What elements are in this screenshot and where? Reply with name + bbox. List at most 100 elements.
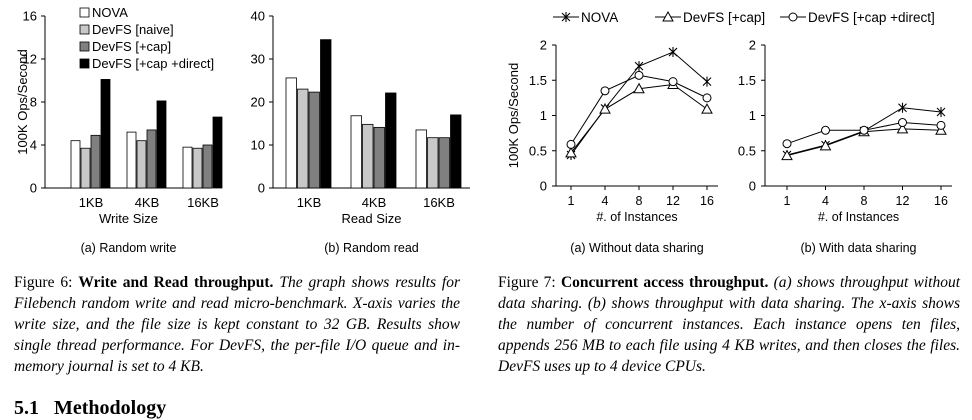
subcaption: (a) Without data sharing bbox=[570, 241, 703, 255]
bar-nova bbox=[70, 140, 81, 189]
y-tick-label: 12 bbox=[23, 52, 37, 67]
figure6-caption-title: Write and Read throughput. bbox=[78, 274, 274, 291]
bar-devfscapdirect bbox=[156, 100, 167, 189]
y-tick-label: 20 bbox=[251, 95, 265, 110]
marker-circle bbox=[859, 125, 869, 135]
x-tick-label: 4KB bbox=[135, 195, 160, 210]
figure6-caption-label: Figure 6: bbox=[14, 274, 73, 291]
bar-devfsnaive bbox=[192, 147, 203, 189]
x-tick-label: 16KB bbox=[423, 195, 455, 210]
x-tick-label: 1KB bbox=[79, 195, 104, 210]
bar-devfscapdirect bbox=[212, 116, 223, 189]
marker-circle bbox=[782, 139, 792, 149]
bar-devfscapdirect bbox=[385, 92, 397, 189]
bar-devfsnaive bbox=[427, 137, 439, 189]
x-tick-label: 1 bbox=[568, 194, 575, 208]
y-tick-label: 40 bbox=[251, 9, 265, 24]
bar-devfscap bbox=[308, 91, 320, 189]
y-tick-label: 10 bbox=[251, 138, 265, 153]
y-axis-label: 100K Ops/Second bbox=[506, 63, 521, 169]
x-tick-label: 16 bbox=[700, 194, 714, 208]
x-tick-label: 12 bbox=[896, 194, 910, 208]
x-tick-label: 16 bbox=[934, 194, 948, 208]
x-tick-label: 1KB bbox=[297, 195, 322, 210]
subcaption: (b) With data sharing bbox=[800, 241, 916, 255]
marker-triangle bbox=[819, 139, 832, 151]
bar-devfscap bbox=[202, 144, 213, 189]
figure6-caption-text: The graph shows results for Filebench ra… bbox=[14, 274, 461, 375]
bar-nova bbox=[126, 131, 137, 189]
marker-triangle bbox=[565, 146, 577, 158]
marker-circle bbox=[898, 118, 907, 128]
y-axis-label: 100K Ops/Second bbox=[15, 49, 30, 155]
x-tick-label: 8 bbox=[636, 194, 643, 208]
y-tick-label: 0 bbox=[30, 181, 37, 196]
marker-circle bbox=[566, 139, 576, 149]
x-tick-label: 12 bbox=[666, 194, 680, 208]
section-number: 5.1 bbox=[14, 397, 39, 419]
legend-label: NOVA bbox=[92, 5, 128, 20]
bar-devfscap bbox=[146, 129, 157, 189]
y-tick-label: 1 bbox=[749, 108, 756, 123]
legend-label: DevFS [naive] bbox=[92, 22, 174, 37]
x-tick-label: 4 bbox=[822, 194, 829, 208]
y-tick-label: 8 bbox=[30, 95, 37, 110]
figure7-caption-label: Figure 7: bbox=[498, 274, 556, 291]
bar-devfscapdirect bbox=[450, 114, 462, 189]
bar-devfscap bbox=[438, 137, 450, 189]
section-title: Methodology bbox=[54, 397, 167, 419]
x-tick-label: 4 bbox=[602, 194, 609, 208]
subcaption: (b) Random read bbox=[324, 241, 419, 255]
bar-nova bbox=[415, 129, 427, 189]
legend-label: DevFS [+cap +direct] bbox=[808, 10, 935, 25]
x-tick-label: 8 bbox=[861, 194, 868, 208]
y-tick-label: 30 bbox=[251, 52, 265, 67]
marker-circle bbox=[668, 77, 678, 87]
marker-star bbox=[668, 47, 678, 58]
x-axis-label: Write Size bbox=[99, 211, 158, 226]
legend-swatch bbox=[79, 41, 90, 52]
figure7-caption-title: Concurrent access throughput. bbox=[560, 274, 769, 291]
legend-label: DevFS [+cap +direct] bbox=[92, 56, 214, 71]
y-tick-label: 1 bbox=[540, 108, 547, 123]
bar-devfsnaive bbox=[297, 88, 309, 189]
x-axis-label: Read Size bbox=[342, 211, 402, 226]
marker-triangle bbox=[599, 103, 611, 114]
figure6-caption: Figure 6: Write and Read throughput. The… bbox=[14, 272, 460, 377]
y-tick-label: 0 bbox=[540, 179, 547, 194]
bar-devfscapdirect bbox=[320, 39, 332, 189]
bar-devfscap bbox=[90, 134, 101, 189]
legend-label: DevFS [+cap] bbox=[683, 10, 765, 25]
marker-triangle bbox=[896, 122, 909, 134]
x-tick-label: 4KB bbox=[362, 195, 387, 210]
marker-circle bbox=[702, 93, 712, 103]
legend-swatch bbox=[79, 58, 90, 69]
x-axis-label: #. of Instances bbox=[818, 210, 899, 224]
section-heading: 5.1 Methodology bbox=[14, 396, 166, 420]
y-tick-label: 1.5 bbox=[738, 73, 756, 88]
figure7-caption: Figure 7: Concurrent access throughput. … bbox=[498, 272, 960, 377]
marker-triangle bbox=[781, 149, 793, 161]
marker-triangle bbox=[701, 103, 713, 114]
marker-circle bbox=[936, 120, 946, 130]
y-tick-label: 16 bbox=[23, 9, 37, 24]
subcaption: (a) Random write bbox=[81, 241, 177, 255]
marker-star bbox=[561, 12, 571, 22]
y-tick-label: 0.5 bbox=[738, 143, 756, 158]
marker-circle bbox=[821, 125, 830, 135]
legend-label: NOVA bbox=[581, 10, 618, 25]
marker-triangle bbox=[662, 10, 674, 22]
legend-swatch bbox=[79, 7, 90, 18]
bar-devfscap bbox=[373, 126, 385, 189]
marker-circle bbox=[788, 12, 798, 22]
marker-circle bbox=[600, 86, 610, 96]
legend-swatch bbox=[79, 24, 90, 35]
y-tick-label: 2 bbox=[540, 38, 547, 53]
marker-star bbox=[898, 102, 907, 113]
x-tick-label: 16KB bbox=[187, 195, 219, 210]
bar-devfsnaive bbox=[136, 140, 147, 189]
y-tick-label: 1.5 bbox=[529, 73, 547, 88]
x-tick-label: 1 bbox=[784, 194, 791, 208]
marker-star bbox=[702, 76, 712, 87]
